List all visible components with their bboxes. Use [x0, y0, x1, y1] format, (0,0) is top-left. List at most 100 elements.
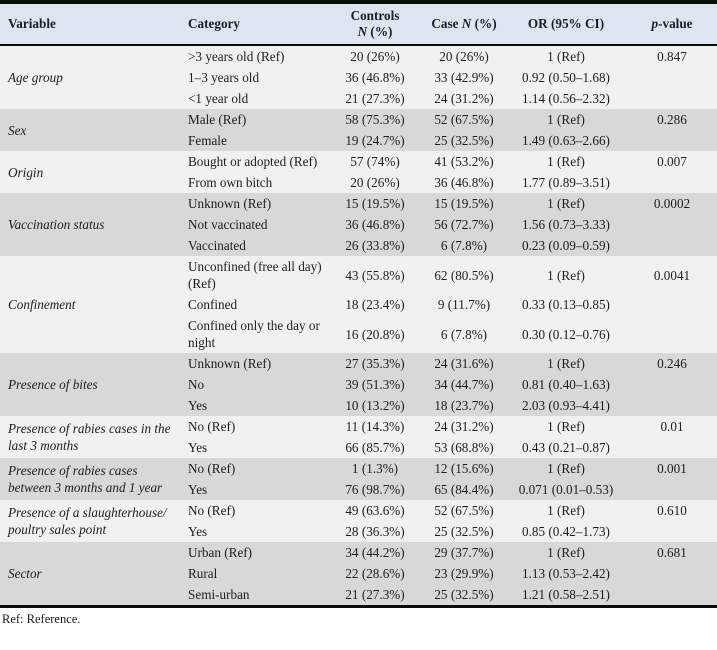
- table-row: Sector Urban (Ref) 34 (44.2%) 29 (37.7%) 1 (…: [0, 542, 717, 581]
- pvalue-cell: [627, 172, 717, 193]
- table-row: From own bitch 20 (26%) 36 (46.8%) 1.77 (0.…: [0, 172, 717, 193]
- category-cell: <1 year old: [188, 91, 249, 106]
- footnote: Ref: Reference.: [2, 612, 81, 626]
- case-cell: 24 (31.6%): [434, 356, 494, 371]
- table-row: Not vaccinated 36 (46.8%) 56 (72.7%) 1.56 (…: [0, 214, 717, 235]
- case-cell: 41 (53.2%): [434, 154, 494, 169]
- variable-label: Vaccination status: [8, 217, 105, 232]
- category-cell: >3 years old (Ref): [188, 49, 285, 64]
- table-row: 1–3 years old 36 (46.8%) 33 (42.9%) 0.92 (0…: [0, 67, 717, 88]
- header-controls-line1: Controls: [350, 8, 400, 23]
- category-cell: Female: [188, 133, 227, 148]
- variable-group: Sector Urban (Ref) 34 (44.2%) 29 (37.7%) 1 (…: [0, 542, 717, 607]
- header-category: Category: [186, 2, 327, 46]
- case-cell: 65 (84.4%): [434, 482, 494, 497]
- controls-cell: 19 (24.7%): [345, 133, 405, 148]
- or-cell: 1 (Ref): [547, 154, 585, 169]
- category-cell: Semi-urban: [188, 587, 250, 602]
- table-row: Presence of rabies cases between 3 month…: [0, 458, 717, 495]
- case-cell: 6 (7.8%): [440, 326, 488, 342]
- pvalue-cell: [627, 130, 717, 151]
- case-cell: 20 (26%): [439, 49, 489, 64]
- controls-cell: 21 (27.3%): [345, 91, 405, 106]
- or-cell: 0.43 (0.21–0.87): [522, 440, 610, 455]
- variable-group: Origin Bought or adopted (Ref) 57 (74%) 41 …: [0, 151, 717, 193]
- variable-group: Presence of bites Unknown (Ref) 27 (35.3%)…: [0, 353, 717, 416]
- variable-group: Sex Male (Ref) 58 (75.3%) 52 (67.5%) 1 (Ref)…: [0, 109, 717, 151]
- header-controls-n: N: [357, 24, 368, 39]
- controls-cell: 11 (14.3%): [345, 419, 405, 434]
- or-cell: 1 (Ref): [547, 196, 585, 211]
- table-row: Yes 28 (36.3%) 25 (32.5%) 0.85 (0.42–1.73): [0, 521, 717, 542]
- controls-cell: 36 (46.8%): [345, 217, 405, 232]
- controls-cell: 16 (20.8%): [345, 326, 405, 342]
- header-controls-pct: (%): [367, 24, 393, 39]
- variable-group: Presence of a slaughterhouse/ poultry sa…: [0, 500, 717, 542]
- case-cell: 29 (37.7%): [434, 545, 494, 560]
- controls-cell: 39 (51.3%): [345, 377, 405, 392]
- category-cell: Male (Ref): [188, 112, 247, 127]
- table-row: Vaccinated 26 (33.8%) 6 (7.8%) 0.23 (0.09–0…: [0, 235, 717, 256]
- pvalue-cell: [627, 67, 717, 88]
- table-row: Confinement Unconfined (free all day) (Re…: [0, 256, 717, 312]
- controls-cell: 10 (13.2%): [345, 398, 405, 413]
- pvalue-cell: [627, 214, 717, 235]
- pvalue-cell: [627, 88, 717, 109]
- header-pvalue-rest: -value: [658, 16, 693, 31]
- case-cell: 15 (19.5%): [434, 196, 494, 211]
- or-cell: 0.071 (0.01–0.53): [518, 482, 614, 497]
- category-cell: Confined only the day or night: [188, 318, 320, 350]
- pvalue-cell: [627, 584, 717, 607]
- pvalue-cell: 0.007: [657, 154, 687, 169]
- variable-group: Presence of rabies cases in the last 3 m…: [0, 416, 717, 458]
- category-cell: Urban (Ref): [188, 545, 253, 560]
- controls-cell: 76 (98.7%): [345, 482, 405, 497]
- pvalue-cell: [627, 294, 717, 315]
- category-cell: Confined: [188, 297, 238, 312]
- controls-cell: 36 (46.8%): [345, 70, 405, 85]
- or-cell: 0.81 (0.40–1.63): [522, 377, 610, 392]
- or-cell: 0.85 (0.42–1.73): [522, 524, 610, 539]
- case-cell: 25 (32.5%): [434, 133, 494, 148]
- or-cell: 0.23 (0.09–0.59): [522, 238, 610, 253]
- pvalue-cell: [627, 235, 717, 256]
- case-cell: 52 (67.5%): [434, 503, 494, 518]
- or-cell: 1.13 (0.53–2.42): [522, 566, 610, 581]
- variable-label: Presence of rabies cases in the last 3 m…: [8, 421, 171, 453]
- controls-cell: 57 (74%): [350, 154, 400, 169]
- case-cell: 25 (32.5%): [434, 524, 494, 539]
- category-cell: Yes: [188, 524, 208, 539]
- header-pvalue-p: p: [651, 16, 659, 31]
- or-cell: 2.03 (0.93–4.41): [522, 398, 610, 413]
- category-cell: Rural: [188, 566, 218, 581]
- pvalue-cell: 0.681: [657, 545, 687, 560]
- case-cell: 25 (32.5%): [434, 587, 494, 602]
- category-cell: No: [188, 377, 205, 392]
- or-cell: 0.92 (0.50–1.68): [522, 70, 610, 85]
- variable-label: Presence of rabies cases between 3 month…: [8, 463, 163, 495]
- category-cell: Yes: [188, 440, 208, 455]
- category-cell: Bought or adopted (Ref): [188, 154, 318, 169]
- or-cell: 0.30 (0.12–0.76): [522, 326, 610, 342]
- controls-cell: 21 (27.3%): [345, 587, 405, 602]
- table-row: Confined only the day or night 16 (20.8%)…: [0, 315, 717, 353]
- or-cell: 1 (Ref): [547, 545, 585, 560]
- or-cell: 1.49 (0.63–2.66): [522, 133, 610, 148]
- controls-cell: 20 (26%): [350, 175, 400, 190]
- header-controls: Controls N (%): [327, 2, 423, 46]
- pvalue-cell: 0.001: [657, 461, 687, 476]
- or-cell: 1 (Ref): [547, 461, 585, 476]
- header-case-label: Case: [431, 16, 462, 31]
- controls-cell: 22 (28.6%): [345, 566, 405, 581]
- results-table: Variable Category Controls N (%) Case N (…: [0, 0, 717, 608]
- or-cell: 0.33 (0.13–0.85): [522, 297, 610, 312]
- table-row: Origin Bought or adopted (Ref) 57 (74%) 41 …: [0, 151, 717, 180]
- controls-cell: 1 (1.3%): [351, 461, 399, 476]
- table-row: Presence of rabies cases in the last 3 m…: [0, 416, 717, 453]
- case-cell: 24 (31.2%): [434, 419, 494, 434]
- pvalue-cell: [627, 563, 717, 584]
- case-cell: 53 (68.8%): [434, 440, 494, 455]
- pvalue-cell: 0.01: [660, 419, 684, 434]
- header-or: OR (95% CI): [505, 2, 627, 46]
- pvalue-cell: 0.610: [657, 503, 687, 518]
